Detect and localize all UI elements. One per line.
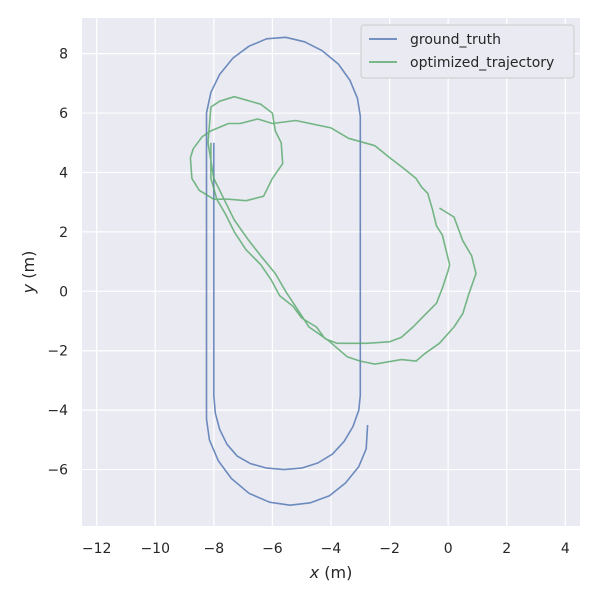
- y-tick-label: 2: [59, 225, 68, 241]
- y-tick-label: 6: [59, 106, 68, 122]
- y-tick-label: −6: [47, 463, 68, 479]
- grid: [82, 18, 580, 526]
- legend-label-ground-truth: ground_truth: [410, 32, 501, 48]
- series-line-optimized-trajectory: [189, 95, 477, 365]
- y-axis-label-var: y: [19, 283, 38, 294]
- y-tick-label: 0: [59, 284, 68, 300]
- y-tick-label: −2: [47, 344, 68, 360]
- y-tick-label: 8: [59, 47, 68, 63]
- x-tick-label: −8: [204, 541, 225, 557]
- y-axis-label: y (m): [19, 251, 38, 295]
- x-tick-label: 4: [561, 541, 570, 557]
- legend-box: [360, 24, 575, 79]
- legend: ground_truth optimized_trajectory: [360, 24, 575, 79]
- x-tick-label: 2: [502, 541, 511, 557]
- series-line-ground-truth: [205, 36, 369, 507]
- x-tick-label: 0: [444, 541, 453, 557]
- legend-label-optimized-trajectory: optimized_trajectory: [410, 55, 554, 71]
- x-axis-label-var: x: [309, 563, 320, 582]
- series-layer: [189, 36, 477, 507]
- y-axis-label-unit: (m): [19, 251, 38, 284]
- x-axis-label: x (m): [309, 563, 353, 582]
- y-tick-label: 4: [59, 165, 68, 181]
- x-tick-label: −10: [140, 541, 170, 557]
- y-tick-label: −4: [47, 403, 68, 419]
- x-tick-label: −6: [262, 541, 283, 557]
- x-tick-label: −4: [321, 541, 342, 557]
- x-axis-label-unit: (m): [319, 563, 352, 582]
- x-tick-label: −2: [379, 541, 400, 557]
- tick-labels: −12 −10 −8 −6 −4 −2 0 2 4 −6 −4 −2 0 2 4 6 8: [47, 47, 570, 557]
- x-tick-label: −12: [82, 541, 112, 557]
